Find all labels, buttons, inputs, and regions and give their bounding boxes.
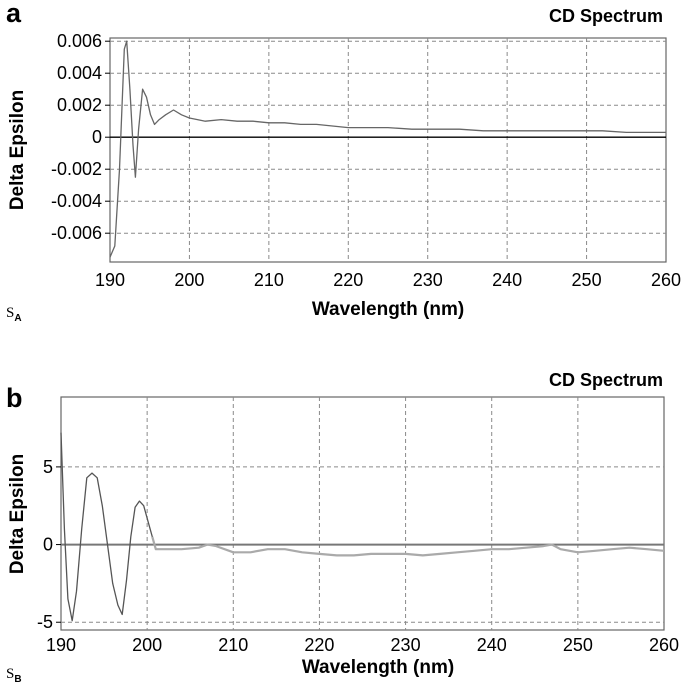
y-tick-label: -5 xyxy=(37,612,53,632)
plot-area-b xyxy=(60,396,665,631)
x-tick-label: 220 xyxy=(304,635,334,655)
y-axis-label-b: Delta Epsilon xyxy=(7,454,28,574)
series-line-b-tail xyxy=(151,536,665,557)
chart-title-a: CD Spectrum xyxy=(549,6,663,26)
series-line-b xyxy=(60,432,157,622)
x-tick-label: 220 xyxy=(333,270,363,290)
y-tick-label: 0 xyxy=(92,127,102,147)
y-tick-label: -0.006 xyxy=(51,223,102,243)
x-tick-label: 250 xyxy=(563,635,593,655)
y-axis-label-a: Delta Epsilon xyxy=(7,90,28,210)
x-axis-b: 190 200 210 220 230 240 250 260 xyxy=(46,635,679,655)
series-line-a xyxy=(109,40,666,258)
y-axis-a: -0.006 -0.004 -0.002 0 0.002 0.004 0.006 xyxy=(51,31,110,243)
chart-title-b: CD Spectrum xyxy=(549,370,663,390)
y-tick-label: 0.002 xyxy=(57,95,102,115)
panel-b: b CD Spectrum -5 0 5 190 200 210 220 230 240 250… xyxy=(6,370,679,685)
sample-label-b: SB xyxy=(6,666,22,685)
x-tick-label: 260 xyxy=(649,635,679,655)
y-tick-label: 0.004 xyxy=(57,63,102,83)
x-tick-label: 240 xyxy=(492,270,522,290)
x-tick-label: 190 xyxy=(46,635,76,655)
x-tick-label: 260 xyxy=(651,270,681,290)
sample-label-a: SA xyxy=(6,305,22,324)
x-tick-label: 200 xyxy=(132,635,162,655)
panel-letter-a: a xyxy=(6,0,22,28)
x-axis-label-a: Wavelength (nm) xyxy=(312,299,464,320)
y-tick-label: 0 xyxy=(43,535,53,555)
x-tick-label: 240 xyxy=(477,635,507,655)
x-tick-label: 250 xyxy=(572,270,602,290)
x-tick-label: 230 xyxy=(391,635,421,655)
x-tick-label: 200 xyxy=(174,270,204,290)
grid-b xyxy=(61,397,664,630)
grid-a xyxy=(110,38,666,262)
panel-letter-b: b xyxy=(6,383,23,413)
x-tick-label: 230 xyxy=(413,270,443,290)
x-axis-a: 190 200 210 220 230 240 250 260 xyxy=(95,270,681,290)
y-tick-label: -0.002 xyxy=(51,159,102,179)
y-axis-b: -5 0 5 xyxy=(37,457,61,632)
y-tick-label: 0.006 xyxy=(57,31,102,51)
panel-a: a CD Spectrum -0.006 -0.004 -0.002 0 0.002 0.… xyxy=(6,0,681,324)
x-tick-label: 210 xyxy=(218,635,248,655)
x-tick-label: 190 xyxy=(95,270,125,290)
plot-area-a xyxy=(109,37,667,263)
y-tick-label: -0.004 xyxy=(51,191,102,211)
x-tick-label: 210 xyxy=(254,270,284,290)
y-tick-label: 5 xyxy=(43,457,53,477)
x-axis-label-b: Wavelength (nm) xyxy=(302,657,454,678)
